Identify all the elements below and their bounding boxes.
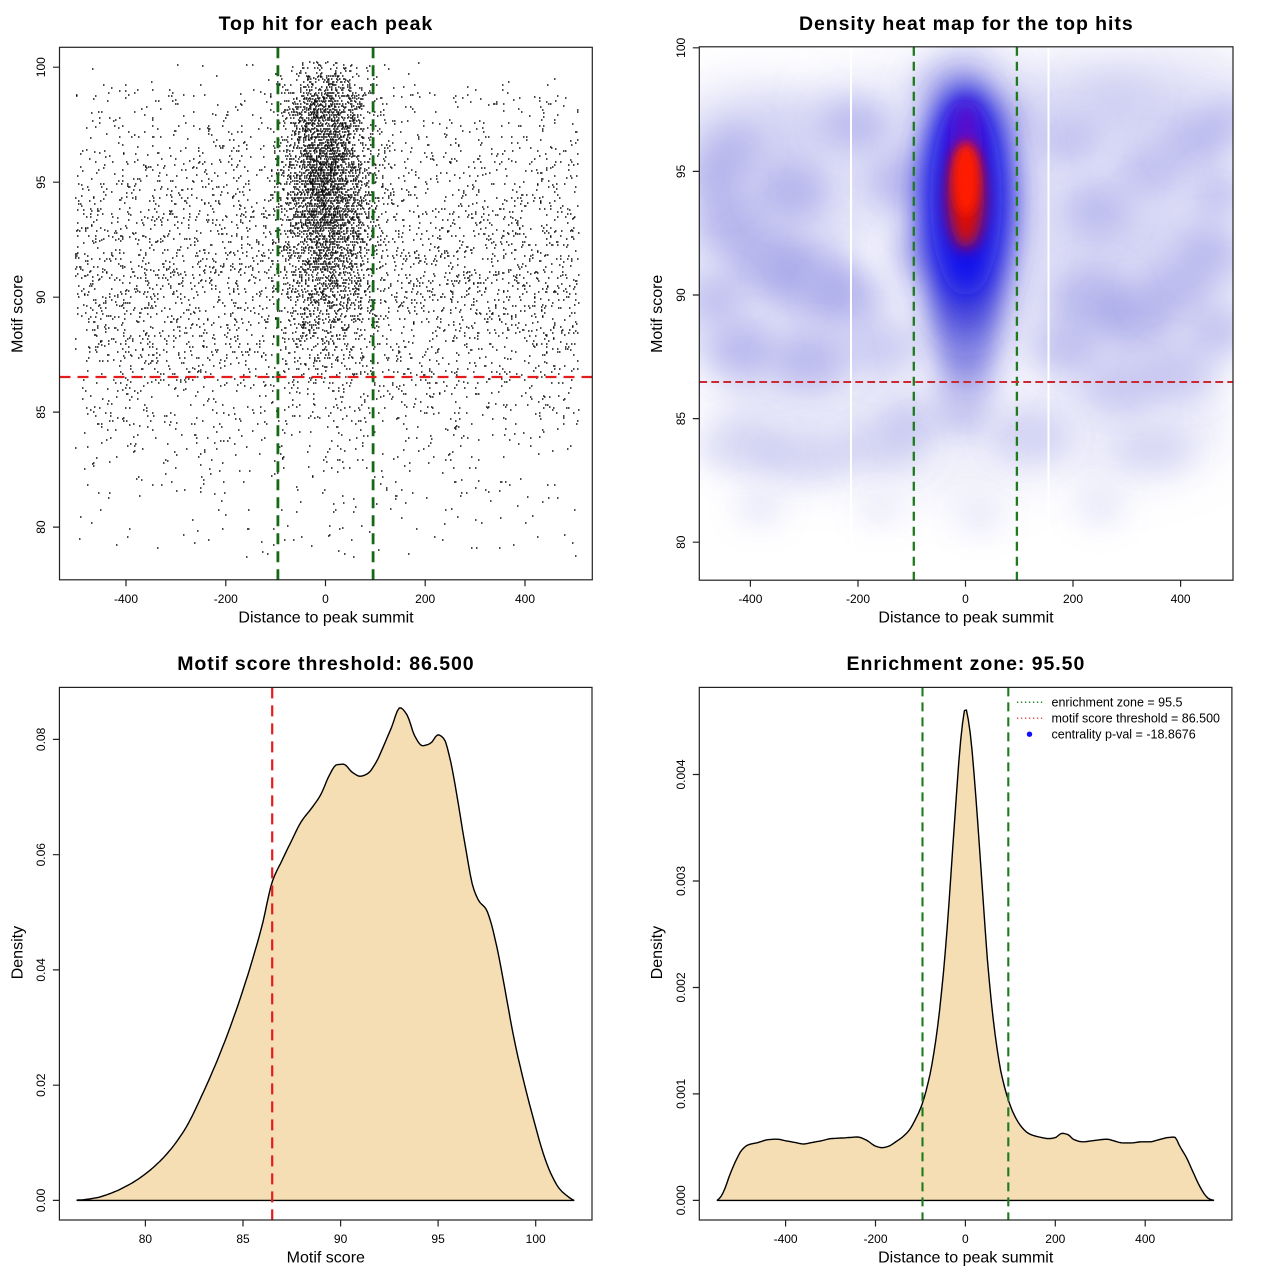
svg-text:enrichment zone = 95.5: enrichment zone = 95.5 <box>1052 696 1183 710</box>
svg-text:Distance to peak summit: Distance to peak summit <box>878 1249 1054 1266</box>
svg-text:85: 85 <box>674 412 688 426</box>
svg-text:Motif score: Motif score <box>9 275 26 353</box>
svg-text:Distance to peak summit: Distance to peak summit <box>878 609 1054 626</box>
svg-text:Motif score threshold: 86.500: Motif score threshold: 86.500 <box>177 653 474 675</box>
svg-text:0.001: 0.001 <box>674 1079 688 1109</box>
svg-text:0.003: 0.003 <box>674 866 688 896</box>
svg-text:400: 400 <box>1135 1232 1155 1246</box>
svg-text:100: 100 <box>34 57 48 77</box>
svg-text:95: 95 <box>674 164 688 178</box>
svg-text:0.02: 0.02 <box>34 1073 48 1097</box>
svg-text:90: 90 <box>334 1232 348 1246</box>
svg-text:200: 200 <box>1045 1232 1065 1246</box>
svg-text:0.04: 0.04 <box>34 958 48 982</box>
svg-text:-400: -400 <box>774 1232 798 1246</box>
svg-text:80: 80 <box>674 535 688 549</box>
svg-text:Motif score: Motif score <box>287 1249 365 1266</box>
svg-text:0.06: 0.06 <box>34 843 48 867</box>
svg-text:100: 100 <box>674 37 688 57</box>
svg-text:80: 80 <box>139 1232 153 1246</box>
svg-text:Enrichment zone: 95.50: Enrichment zone: 95.50 <box>847 653 1086 675</box>
svg-text:400: 400 <box>1171 592 1191 606</box>
svg-text:95: 95 <box>34 175 48 189</box>
svg-text:Top hit for each peak: Top hit for each peak <box>219 13 434 35</box>
svg-text:Density heat map for the top h: Density heat map for the top hits <box>799 13 1134 35</box>
svg-text:centrality p-val = -18.8676: centrality p-val = -18.8676 <box>1052 728 1196 742</box>
svg-text:0: 0 <box>962 1232 969 1246</box>
svg-text:0: 0 <box>962 592 969 606</box>
svg-text:-200: -200 <box>863 1232 887 1246</box>
svg-text:-200: -200 <box>846 592 870 606</box>
svg-text:200: 200 <box>1063 592 1083 606</box>
svg-text:Distance to peak summit: Distance to peak summit <box>238 609 414 626</box>
svg-text:95: 95 <box>431 1232 445 1246</box>
svg-text:100: 100 <box>526 1232 546 1246</box>
svg-text:-200: -200 <box>214 592 238 606</box>
svg-text:-400: -400 <box>114 592 138 606</box>
svg-text:-400: -400 <box>738 592 762 606</box>
svg-text:85: 85 <box>236 1232 250 1246</box>
svg-text:90: 90 <box>34 290 48 304</box>
svg-text:80: 80 <box>34 520 48 534</box>
svg-text:0.000: 0.000 <box>674 1185 688 1215</box>
svg-text:0.00: 0.00 <box>34 1188 48 1212</box>
svg-text:200: 200 <box>415 592 435 606</box>
svg-text:0.08: 0.08 <box>34 727 48 751</box>
svg-text:400: 400 <box>515 592 535 606</box>
svg-text:0: 0 <box>322 592 329 606</box>
svg-text:Density: Density <box>649 926 666 979</box>
svg-text:85: 85 <box>34 405 48 419</box>
svg-text:Density: Density <box>9 926 26 979</box>
svg-text:0.004: 0.004 <box>674 759 688 789</box>
svg-text:Motif score: Motif score <box>649 275 666 353</box>
svg-text:motif score threshold = 86.500: motif score threshold = 86.500 <box>1052 712 1221 726</box>
svg-text:0.002: 0.002 <box>674 972 688 1002</box>
svg-text:90: 90 <box>674 288 688 302</box>
